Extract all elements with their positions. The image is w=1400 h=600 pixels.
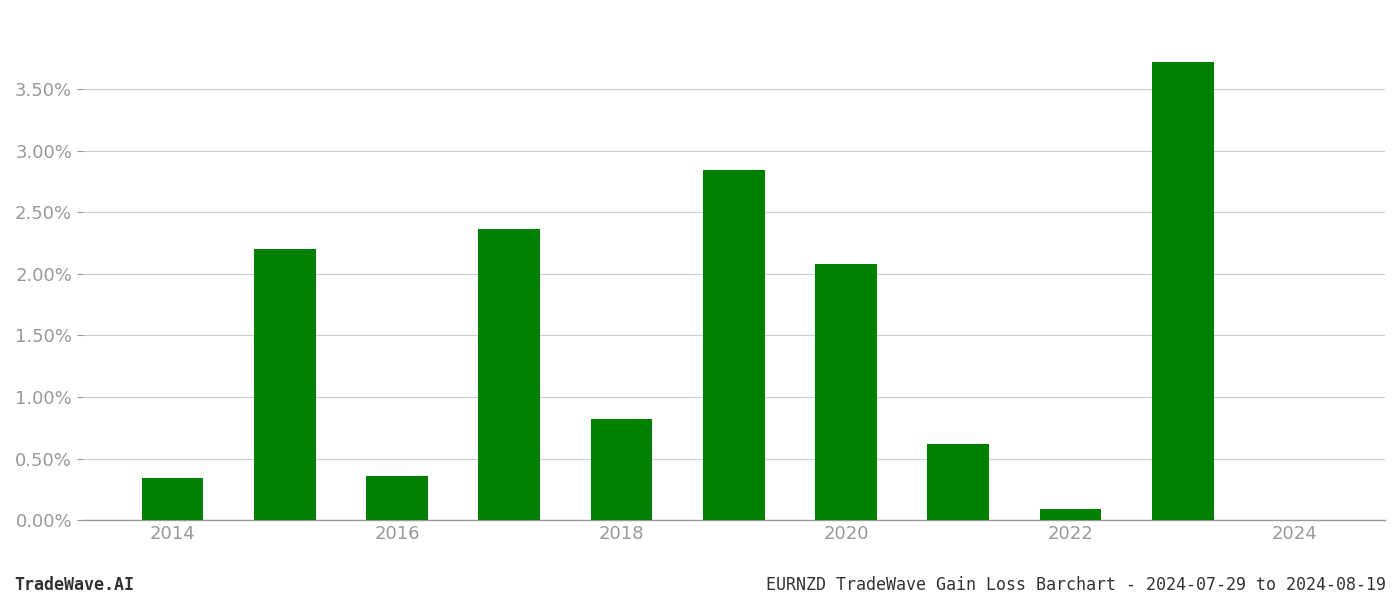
Bar <box>591 419 652 520</box>
Bar <box>703 170 764 520</box>
Text: EURNZD TradeWave Gain Loss Barchart - 2024-07-29 to 2024-08-19: EURNZD TradeWave Gain Loss Barchart - 20… <box>766 576 1386 594</box>
Bar <box>253 249 316 520</box>
Bar <box>1152 62 1214 520</box>
Bar <box>927 444 988 520</box>
Bar <box>479 229 540 520</box>
Bar <box>141 478 203 520</box>
Text: TradeWave.AI: TradeWave.AI <box>14 576 134 594</box>
Bar <box>367 476 428 520</box>
Bar <box>815 264 876 520</box>
Bar <box>1040 509 1102 520</box>
